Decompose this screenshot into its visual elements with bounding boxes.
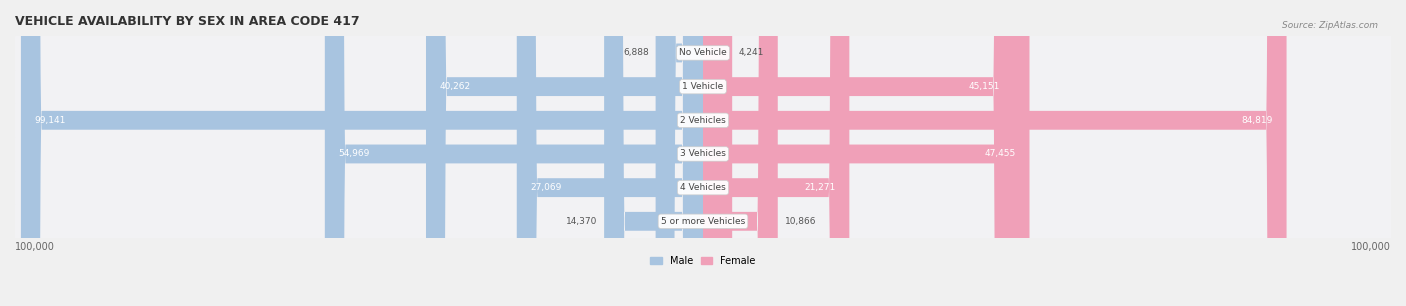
FancyBboxPatch shape [655, 0, 703, 306]
FancyBboxPatch shape [703, 0, 733, 306]
Bar [15, 70, 1391, 103]
Text: 40,262: 40,262 [440, 82, 471, 91]
Bar [15, 36, 1391, 70]
Text: 14,370: 14,370 [565, 217, 598, 226]
FancyBboxPatch shape [605, 0, 703, 306]
Text: 100,000: 100,000 [15, 242, 55, 252]
FancyBboxPatch shape [21, 0, 703, 306]
Text: 1 Vehicle: 1 Vehicle [682, 82, 724, 91]
Text: 47,455: 47,455 [984, 149, 1015, 159]
Bar [15, 204, 1391, 238]
Text: 54,969: 54,969 [339, 149, 370, 159]
Text: No Vehicle: No Vehicle [679, 48, 727, 58]
FancyBboxPatch shape [703, 0, 1286, 306]
FancyBboxPatch shape [703, 0, 1014, 306]
FancyBboxPatch shape [325, 0, 703, 306]
FancyBboxPatch shape [426, 0, 703, 306]
Bar [15, 171, 1391, 204]
FancyBboxPatch shape [703, 0, 778, 306]
FancyBboxPatch shape [703, 0, 849, 306]
Text: 6,888: 6,888 [623, 48, 648, 58]
Text: 99,141: 99,141 [35, 116, 66, 125]
Text: 45,151: 45,151 [969, 82, 1000, 91]
FancyBboxPatch shape [703, 0, 1029, 306]
Text: 2 Vehicles: 2 Vehicles [681, 116, 725, 125]
Text: 27,069: 27,069 [530, 183, 562, 192]
Text: 4 Vehicles: 4 Vehicles [681, 183, 725, 192]
Text: 84,819: 84,819 [1241, 116, 1272, 125]
Text: 10,866: 10,866 [785, 217, 815, 226]
FancyBboxPatch shape [517, 0, 703, 306]
Text: 5 or more Vehicles: 5 or more Vehicles [661, 217, 745, 226]
Legend: Male, Female: Male, Female [647, 252, 759, 270]
Text: 100,000: 100,000 [1351, 242, 1391, 252]
Text: 3 Vehicles: 3 Vehicles [681, 149, 725, 159]
Text: Source: ZipAtlas.com: Source: ZipAtlas.com [1282, 21, 1378, 30]
Text: VEHICLE AVAILABILITY BY SEX IN AREA CODE 417: VEHICLE AVAILABILITY BY SEX IN AREA CODE… [15, 15, 360, 28]
Text: 21,271: 21,271 [804, 183, 835, 192]
Bar [15, 137, 1391, 171]
Text: 4,241: 4,241 [740, 48, 765, 58]
Bar [15, 103, 1391, 137]
